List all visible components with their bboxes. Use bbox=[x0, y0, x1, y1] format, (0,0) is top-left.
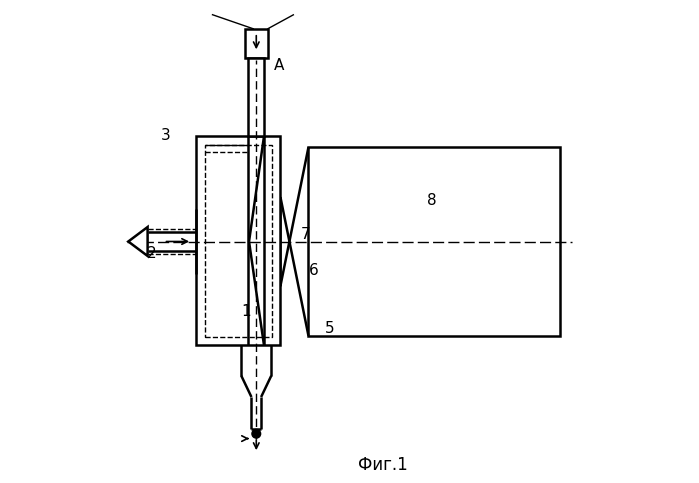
Polygon shape bbox=[129, 227, 147, 256]
Text: 3: 3 bbox=[161, 128, 171, 143]
Bar bbox=[248, 58, 264, 136]
Text: 2: 2 bbox=[147, 246, 157, 261]
Circle shape bbox=[252, 429, 261, 438]
Text: 6: 6 bbox=[308, 263, 318, 278]
Text: 7: 7 bbox=[301, 227, 311, 242]
Text: 8: 8 bbox=[427, 193, 436, 208]
Bar bbox=[308, 147, 560, 336]
Text: 5: 5 bbox=[325, 321, 335, 336]
Bar bbox=[196, 136, 280, 345]
Text: A: A bbox=[274, 57, 284, 73]
Bar bbox=[205, 145, 272, 337]
Text: Фиг.1: Фиг.1 bbox=[359, 455, 408, 474]
Bar bbox=[245, 29, 268, 58]
Text: 1: 1 bbox=[241, 304, 250, 319]
